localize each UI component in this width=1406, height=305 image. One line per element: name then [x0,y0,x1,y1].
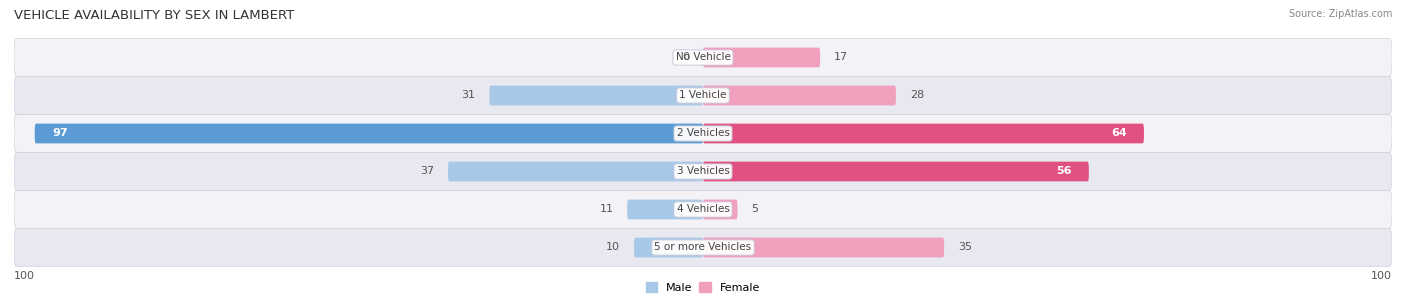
Text: 28: 28 [910,91,924,101]
FancyBboxPatch shape [703,162,1088,181]
FancyBboxPatch shape [14,38,1392,77]
Text: 5 or more Vehicles: 5 or more Vehicles [654,242,752,253]
FancyBboxPatch shape [14,152,1392,191]
Text: 1 Vehicle: 1 Vehicle [679,91,727,101]
FancyBboxPatch shape [449,162,703,181]
FancyBboxPatch shape [703,124,1144,143]
Text: 100: 100 [1371,271,1392,281]
Text: 2 Vehicles: 2 Vehicles [676,128,730,138]
Text: 4 Vehicles: 4 Vehicles [676,204,730,214]
Text: VEHICLE AVAILABILITY BY SEX IN LAMBERT: VEHICLE AVAILABILITY BY SEX IN LAMBERT [14,9,294,22]
Text: 5: 5 [751,204,758,214]
Text: 56: 56 [1056,167,1071,177]
Text: No Vehicle: No Vehicle [675,52,731,63]
Text: 17: 17 [834,52,848,63]
Text: 97: 97 [52,128,67,138]
Text: 37: 37 [420,167,434,177]
Text: 3 Vehicles: 3 Vehicles [676,167,730,177]
FancyBboxPatch shape [703,238,945,257]
Legend: Male, Female: Male, Female [641,278,765,298]
Text: 10: 10 [606,242,620,253]
FancyBboxPatch shape [703,48,820,67]
FancyBboxPatch shape [14,77,1392,114]
FancyBboxPatch shape [14,228,1392,267]
FancyBboxPatch shape [14,114,1392,152]
FancyBboxPatch shape [627,199,703,219]
FancyBboxPatch shape [35,124,703,143]
Text: Source: ZipAtlas.com: Source: ZipAtlas.com [1288,9,1392,19]
FancyBboxPatch shape [489,86,703,106]
Text: 31: 31 [461,91,475,101]
FancyBboxPatch shape [14,191,1392,228]
Text: 64: 64 [1111,128,1126,138]
FancyBboxPatch shape [634,238,703,257]
Text: 11: 11 [599,204,613,214]
Text: 35: 35 [957,242,972,253]
Text: 100: 100 [14,271,35,281]
Text: 0: 0 [682,52,689,63]
FancyBboxPatch shape [703,199,738,219]
FancyBboxPatch shape [703,86,896,106]
